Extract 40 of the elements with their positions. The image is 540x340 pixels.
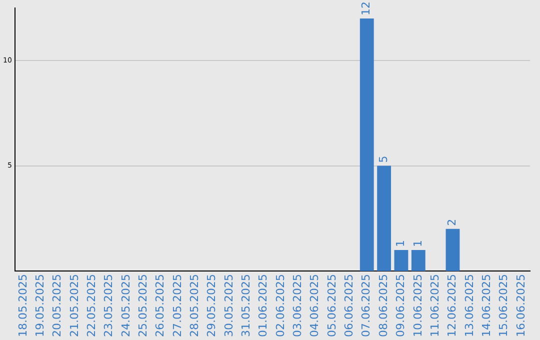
bar — [377, 166, 392, 272]
x-tick-label: 08.06.2025 — [376, 274, 390, 338]
x-tick-label: 05.06.2025 — [325, 274, 338, 338]
x-tick-label: 04.06.2025 — [308, 274, 322, 338]
x-tick-label: 07.06.2025 — [360, 274, 373, 338]
x-tick-label: 03.06.2025 — [291, 274, 304, 338]
x-tick-label: 06.06.2025 — [342, 274, 356, 338]
x-tick-label: 22.05.2025 — [85, 274, 98, 338]
x-tick-label: 11.06.2025 — [428, 274, 442, 338]
x-tick-label: 09.06.2025 — [394, 274, 408, 338]
x-tick-label: 21.05.2025 — [68, 274, 81, 338]
x-tick-label: 16.06.2025 — [514, 274, 528, 338]
x-tick-label: 30.05.2025 — [222, 274, 236, 338]
bar — [446, 228, 460, 272]
x-tick-label: 24.05.2025 — [119, 274, 132, 338]
x-tick-label: 19.05.2025 — [34, 274, 47, 338]
x-tick-label: 26.05.2025 — [154, 274, 167, 338]
data-label: 12 — [360, 2, 373, 16]
x-tick-label: 20.05.2025 — [50, 274, 64, 338]
bar — [411, 250, 426, 272]
data-label: 1 — [394, 240, 408, 247]
x-tick-label: 01.06.2025 — [256, 274, 270, 338]
bar — [394, 250, 408, 272]
x-tick-label: 02.06.2025 — [274, 274, 287, 338]
data-label: 5 — [376, 156, 390, 163]
x-tick-label: 29.05.2025 — [205, 274, 218, 338]
x-tick-label: 10.06.2025 — [411, 274, 424, 338]
data-label: 1 — [411, 240, 424, 247]
x-tick-label: 18.05.2025 — [16, 274, 30, 338]
x-tick-label: 12.06.2025 — [446, 274, 459, 338]
x-tick-label: 31.05.2025 — [240, 274, 253, 338]
x-tick-label: 15.06.2025 — [497, 274, 510, 338]
data-label: 2 — [446, 218, 459, 226]
x-tick-label: 25.05.2025 — [136, 274, 150, 338]
bar — [360, 18, 374, 272]
x-tick-label: 14.06.2025 — [480, 274, 493, 338]
x-tick-label: 23.05.2025 — [102, 274, 116, 338]
x-tick-label: 27.05.2025 — [170, 274, 184, 338]
x-tick-label: 28.05.2025 — [188, 274, 202, 338]
x-tick-label: 13.06.2025 — [462, 274, 476, 338]
